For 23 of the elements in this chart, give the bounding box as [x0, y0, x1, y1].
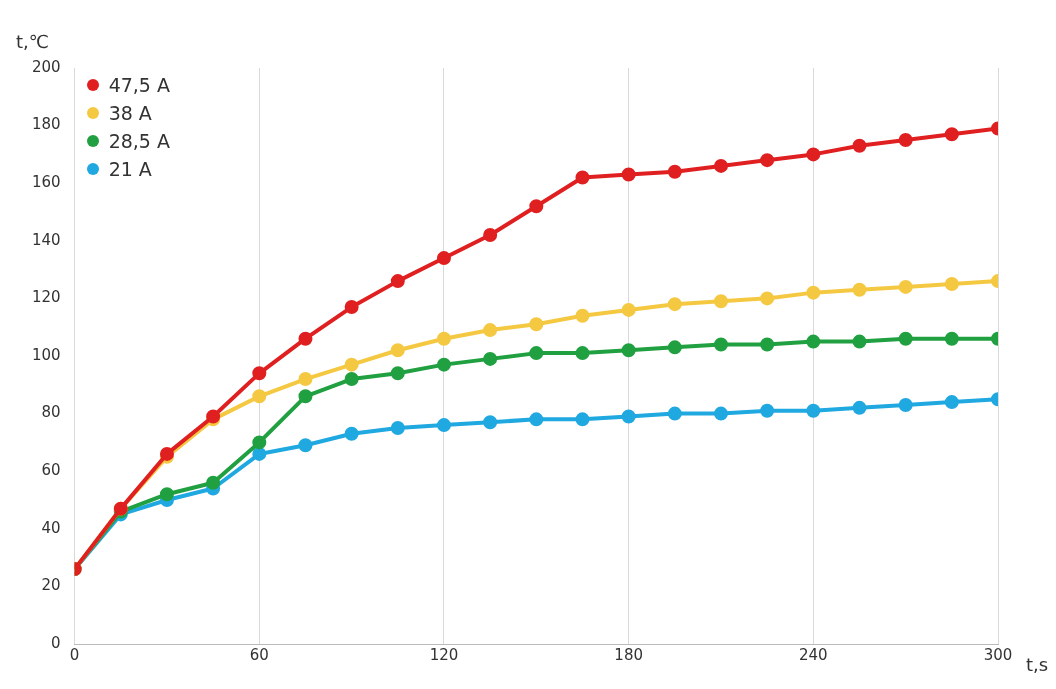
- legend-label: 38 A: [108, 102, 152, 124]
- y-tick-label: 60: [41, 461, 61, 480]
- legend-label: 28,5 A: [108, 130, 170, 152]
- y-tick-label: 120: [31, 288, 61, 307]
- y-axis-title: t,℃: [16, 30, 49, 52]
- y-tick-label: 40: [41, 518, 61, 537]
- x-tick-label: 60: [249, 645, 269, 664]
- y-tick-label: 100: [31, 345, 61, 364]
- y-tick-label: 80: [41, 403, 61, 422]
- x-tick-label: 240: [799, 645, 828, 664]
- y-tick-label: 200: [31, 57, 61, 76]
- y-tick-label: 180: [31, 115, 61, 134]
- legend-label: 47,5 A: [108, 74, 170, 96]
- x-tick-label: 180: [614, 645, 643, 664]
- y-tick-label: 160: [31, 173, 61, 192]
- y-tick-label: 140: [31, 230, 61, 249]
- x-axis-title: t,s: [1026, 653, 1049, 675]
- y-tick-label: 0: [51, 633, 61, 652]
- legend-label: 21 A: [108, 158, 152, 180]
- x-tick-label: 0: [69, 645, 80, 664]
- x-tick-label: 120: [429, 645, 459, 664]
- x-tick-label: 300: [983, 645, 1013, 664]
- y-tick-label: 20: [41, 576, 61, 595]
